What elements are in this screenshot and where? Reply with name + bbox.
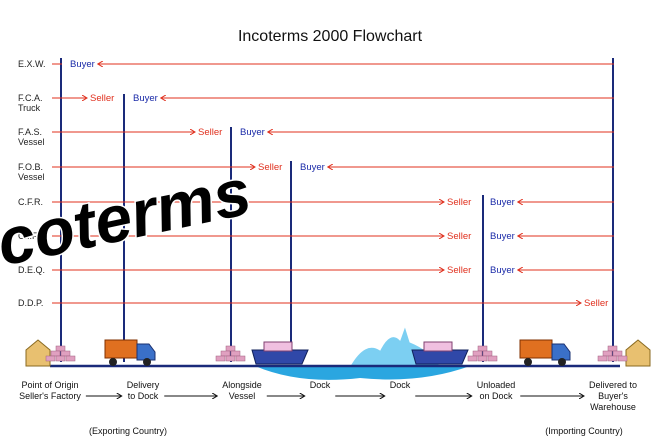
truck — [520, 340, 570, 366]
pallet — [46, 356, 55, 361]
pallet — [473, 351, 482, 356]
importing-country: (Importing Country) — [545, 426, 623, 436]
exporting-country: (Exporting Country) — [89, 426, 167, 436]
seller-label: Seller — [447, 231, 471, 242]
ship-hull — [412, 350, 468, 364]
stage-label: Delivery — [127, 380, 160, 390]
truck-cargo — [520, 340, 552, 358]
stage-label: Delivered to — [589, 380, 637, 390]
seller-label: Seller — [198, 127, 222, 138]
title: Incoterms 2000 Flowchart — [238, 28, 423, 45]
wheel — [109, 358, 117, 366]
buyer-label: Buyer — [490, 265, 515, 276]
ship-cabin — [424, 342, 452, 351]
wheel — [558, 358, 566, 366]
pallet — [56, 356, 65, 361]
water — [255, 366, 470, 380]
row-label: D.D.P. — [18, 298, 43, 308]
pallet — [61, 351, 70, 356]
pallet — [231, 351, 240, 356]
stage-label: Alongside — [222, 380, 262, 390]
buyer-label: Buyer — [133, 93, 158, 104]
pallet — [66, 356, 75, 361]
pallet — [216, 356, 225, 361]
stage-label: Vessel — [229, 391, 256, 401]
row-label: Truck — [18, 103, 41, 113]
stage-label: Seller's Factory — [19, 391, 81, 401]
truck-cargo — [105, 340, 137, 358]
pallet — [618, 356, 627, 361]
wheel — [143, 358, 151, 366]
pallet — [478, 346, 487, 351]
pallet — [468, 356, 477, 361]
pallet — [603, 351, 612, 356]
ship — [412, 342, 468, 364]
pallet — [478, 356, 487, 361]
pallet — [608, 356, 617, 361]
house — [26, 340, 50, 366]
stage-label: Point of Origin — [21, 380, 78, 390]
pallet — [56, 346, 65, 351]
row-label: Vessel — [18, 172, 45, 182]
buyer-label: Buyer — [490, 231, 515, 242]
row-label: E.X.W. — [18, 59, 46, 69]
stage-label: Dock — [310, 380, 331, 390]
pallet — [226, 356, 235, 361]
seller-label: Seller — [584, 298, 608, 309]
pallet — [488, 356, 497, 361]
stage-label: Unloaded — [477, 380, 516, 390]
pallet — [236, 356, 245, 361]
stage-label: Buyer's — [598, 391, 628, 401]
seller-label: Seller — [447, 265, 471, 276]
pallet — [221, 351, 230, 356]
pallet — [51, 351, 60, 356]
wheel — [524, 358, 532, 366]
stage-label: Warehouse — [590, 402, 636, 412]
seller-label: Seller — [90, 93, 114, 104]
buyer-label: Buyer — [490, 197, 515, 208]
incoterms-flowchart: Incoterms 2000 Flowchart E.X.W. Buyer F.C.… — [0, 0, 653, 446]
seller-label: Seller — [258, 162, 282, 173]
pallet — [613, 351, 622, 356]
ship-cabin — [264, 342, 292, 351]
ship — [252, 342, 308, 364]
ship-hull — [252, 350, 308, 364]
row-label: F.O.B. — [18, 162, 43, 172]
row-label: Vessel — [18, 137, 45, 147]
row-label: F.A.S. — [18, 127, 42, 137]
truck — [105, 340, 155, 366]
seller-label: Seller — [447, 197, 471, 208]
buyer-label: Buyer — [300, 162, 325, 173]
truck-cab — [137, 344, 155, 360]
pallet — [598, 356, 607, 361]
buyer-label: Buyer — [240, 127, 265, 138]
house — [626, 340, 650, 366]
stage-label: to Dock — [128, 391, 159, 401]
row-label: F.C.A. — [18, 93, 43, 103]
stage-label: Dock — [390, 380, 411, 390]
pallet — [226, 346, 235, 351]
stage-label: on Dock — [479, 391, 513, 401]
buyer-label: Buyer — [70, 59, 95, 70]
pallet — [483, 351, 492, 356]
pallet — [608, 346, 617, 351]
truck-cab — [552, 344, 570, 360]
